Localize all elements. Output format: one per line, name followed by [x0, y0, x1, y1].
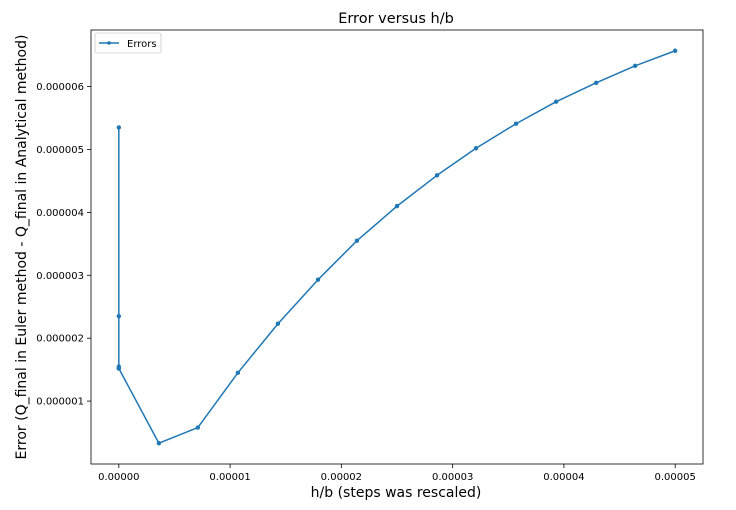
- data-point: [195, 425, 201, 430]
- x-tick-label: 0.00002: [321, 472, 362, 483]
- data-point: [156, 441, 162, 446]
- legend: Errors: [94, 32, 162, 54]
- data-point: [632, 63, 638, 69]
- data-point: [116, 366, 122, 371]
- data-point: [593, 80, 599, 86]
- data-point: [235, 370, 241, 375]
- data-point: [116, 125, 122, 130]
- legend-box: [94, 32, 162, 54]
- data-point: [434, 173, 440, 178]
- data-point: [553, 99, 559, 104]
- y-axis-label: Error (Q_final in Euler method - Q_final…: [14, 35, 30, 460]
- x-tick-label: 0.00004: [543, 472, 584, 483]
- y-tick-label: 0.000005: [36, 145, 84, 156]
- y-tick-label: 0.000002: [36, 334, 84, 345]
- data-point: [473, 146, 479, 151]
- data-point: [672, 48, 678, 53]
- x-tick-label: 0.00005: [655, 472, 696, 483]
- y-tick-label: 0.000004: [36, 208, 84, 219]
- chart-title: Error versus h/b: [338, 11, 454, 27]
- x-tick-label: 0.00000: [98, 472, 139, 483]
- y-tick-label: 0.000003: [36, 271, 84, 282]
- plot-frame: [90, 29, 704, 465]
- data-point: [513, 121, 519, 126]
- data-point: [116, 313, 122, 319]
- x-tick-label: 0.00001: [209, 472, 250, 483]
- series-line-errors: [118, 50, 676, 444]
- data-point: [275, 321, 281, 326]
- x-tick-label: 0.00003: [432, 472, 473, 483]
- data-point: [315, 277, 321, 282]
- data-point: [354, 238, 360, 243]
- legend-point-marker: [107, 41, 111, 45]
- y-tick-label: 0.000006: [36, 82, 84, 93]
- data-point: [394, 203, 400, 209]
- legend-label-errors: Errors: [127, 39, 157, 50]
- y-tick-label: 0.000001: [36, 397, 84, 408]
- x-axis-label: h/b (steps was rescaled): [311, 485, 482, 501]
